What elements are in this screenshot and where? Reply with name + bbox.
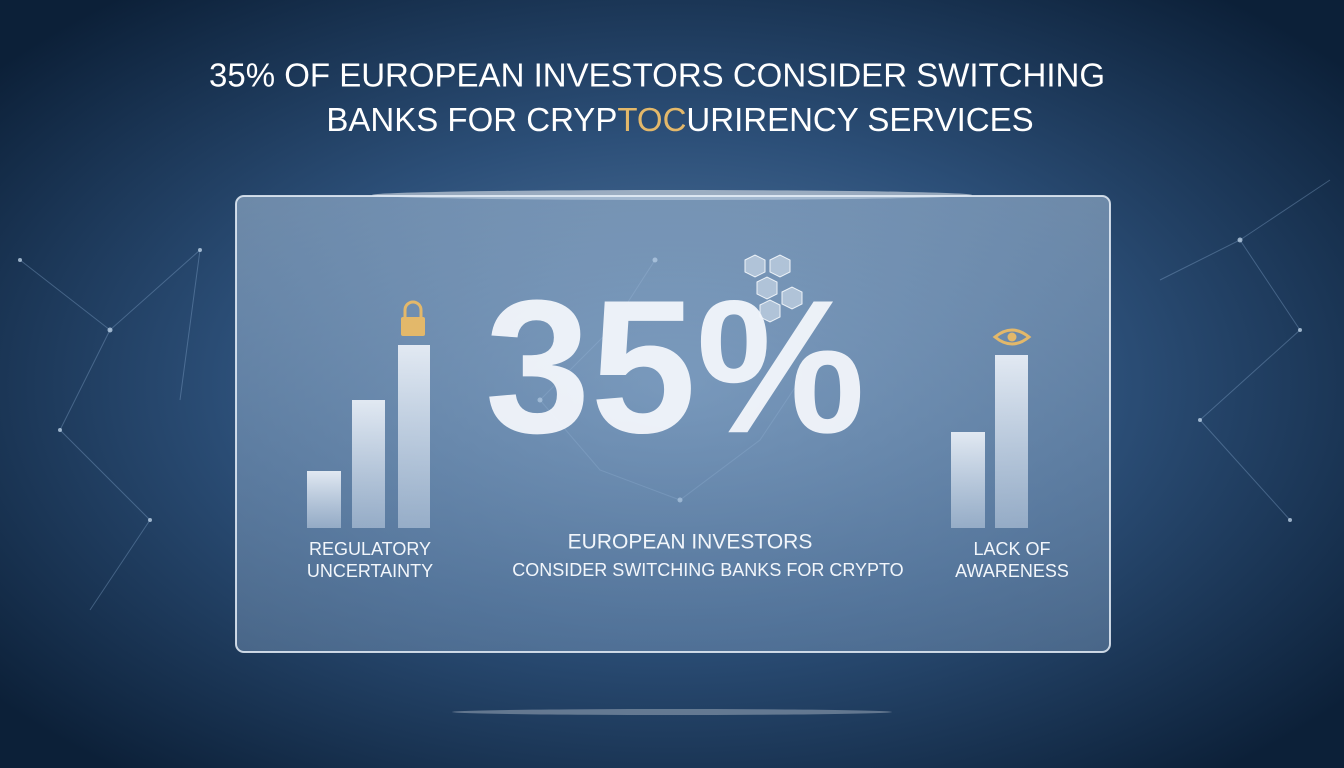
glow [452, 709, 892, 715]
bar [995, 355, 1028, 528]
right-bars [951, 355, 1028, 528]
title-line1: 35% OF EUROPEAN INVESTORS CONSIDER SWITC… [209, 57, 1105, 94]
bar [307, 471, 341, 528]
center-label: EUROPEAN INVESTORS [568, 531, 813, 554]
bar [398, 345, 430, 528]
right-label: LACK OF [973, 539, 1050, 559]
hex-icon [744, 254, 803, 323]
left-label: UNCERTAINTY [307, 561, 433, 581]
left-bars [307, 345, 430, 528]
panel [235, 195, 1111, 653]
title-part: URIRENCY SERVICES [686, 101, 1033, 138]
title-part: BANKS FOR CRYP [326, 101, 617, 138]
left-label: REGULATORY [309, 539, 431, 559]
big-stat: 35% [485, 261, 865, 473]
eye-icon [992, 328, 1032, 346]
title-highlight: TOC [617, 101, 686, 138]
lock-icon [401, 300, 425, 336]
center-label: CONSIDER SWITCHING BANKS FOR CRYPTO [512, 560, 903, 580]
bar [352, 400, 385, 528]
bar [951, 432, 985, 528]
title-line2: BANKS FOR CRYPTOCURIRENCY SERVICES [326, 101, 1033, 138]
right-label: AWARENESS [955, 561, 1069, 581]
